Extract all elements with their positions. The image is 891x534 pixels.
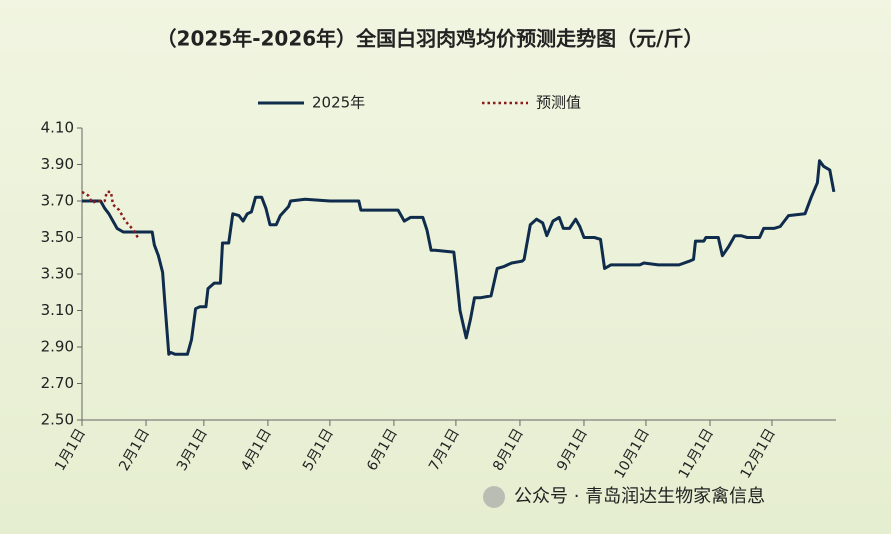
y-tick-label: 3.90	[41, 155, 74, 173]
y-tick-label: 2.90	[41, 338, 74, 356]
x-tick-label: 12月1日	[738, 426, 779, 481]
series-line	[81, 190, 139, 239]
watermark-icon	[483, 486, 505, 508]
watermark-text: 公众号 · 青岛润达生物家禽信息	[514, 486, 765, 507]
y-tick-label: 3.70	[41, 192, 74, 210]
series-line	[82, 159, 836, 356]
y-tick-label: 4.10	[41, 119, 74, 137]
x-tick-label: 2月1日	[116, 426, 153, 474]
x-tick-label: 11月1日	[676, 426, 717, 481]
x-tick-label: 4月1日	[238, 426, 275, 474]
legend-label: 预测值	[536, 94, 581, 112]
chart-title: （2025年-2026年）全国白羽肉鸡均价预测走势图（元/斤）	[157, 27, 704, 51]
x-tick-label: 10月1日	[612, 426, 653, 481]
y-tick-label: 2.70	[41, 374, 74, 392]
watermark: 公众号 · 青岛润达生物家禽信息	[483, 486, 765, 508]
y-tick-label: 3.50	[41, 228, 74, 246]
x-tick-label: 3月1日	[174, 426, 211, 474]
y-tick-label: 3.10	[41, 301, 74, 319]
x-tick-label: 5月1日	[300, 426, 337, 474]
legend-label: 2025年	[312, 94, 365, 112]
x-tick-label: 7月1日	[426, 426, 463, 474]
x-tick-label: 6月1日	[364, 426, 401, 474]
y-tick-label: 2.50	[41, 411, 74, 429]
x-tick-label: 8月1日	[490, 426, 527, 474]
y-tick-label: 3.30	[41, 265, 74, 283]
x-tick-label: 1月1日	[52, 426, 89, 474]
x-tick-label: 9月1日	[554, 426, 591, 474]
